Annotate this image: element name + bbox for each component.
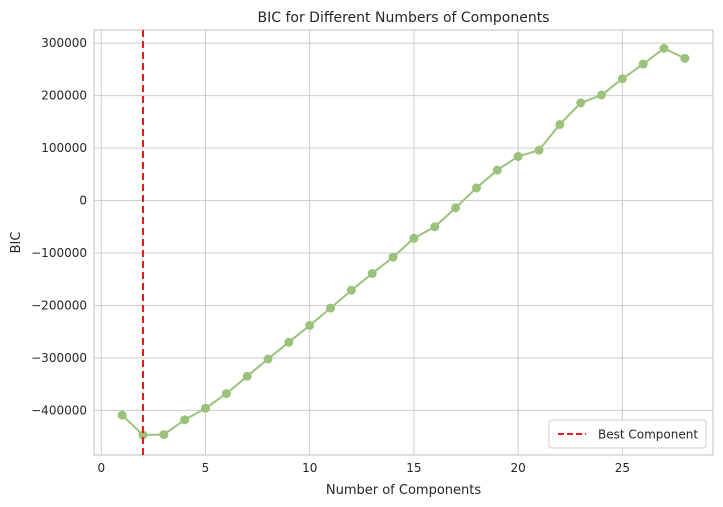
data-point: [284, 337, 294, 347]
plot-border: [93, 29, 714, 456]
y-tick-label: −200000: [31, 298, 87, 312]
data-point: [617, 74, 627, 84]
legend: Best Component: [548, 419, 707, 449]
x-tick-label: 0: [97, 461, 105, 475]
y-axis-label: BIC: [9, 232, 24, 254]
x-axis-label: Number of Components: [326, 483, 481, 498]
x-tick-label: 20: [510, 461, 525, 475]
legend-label-best-component: Best Component: [598, 428, 698, 442]
data-point: [451, 203, 461, 213]
data-point: [596, 90, 606, 100]
data-point: [471, 183, 481, 193]
plot-area: [94, 30, 713, 455]
y-tick-label: 100000: [41, 141, 87, 155]
chart-title: BIC for Different Numbers of Components: [258, 10, 550, 26]
data-point: [326, 303, 336, 313]
data-point: [555, 119, 565, 129]
data-point: [388, 252, 398, 262]
data-point: [513, 151, 523, 161]
data-point: [680, 53, 690, 63]
data-point: [117, 410, 127, 420]
data-point: [534, 145, 544, 155]
y-tick-label: 0: [79, 194, 87, 208]
x-tick-label: 5: [202, 461, 210, 475]
grid: [94, 30, 713, 455]
x-tick-label: 25: [615, 461, 630, 475]
legend-frame: [548, 419, 707, 449]
data-point: [346, 285, 356, 295]
x-tick-label: 10: [302, 461, 317, 475]
y-tick-label: −300000: [31, 351, 87, 365]
x-axis-ticks: 0 5 10 15 20 25: [97, 461, 630, 475]
y-tick-label: 200000: [41, 89, 87, 103]
series-line: [121, 47, 686, 437]
series-layer: [117, 43, 690, 440]
data-point: [201, 403, 211, 413]
data-point: [659, 43, 669, 53]
data-point: [492, 165, 502, 175]
data-point: [263, 354, 273, 364]
data-point: [180, 415, 190, 425]
data-point: [221, 389, 231, 399]
data-point: [638, 59, 648, 69]
x-tick-label: 15: [406, 461, 421, 475]
plot-frame: [93, 29, 714, 456]
data-point: [242, 371, 252, 381]
data-point: [138, 430, 148, 440]
data-point: [305, 320, 315, 330]
y-axis-ticks: −400000 −300000 −200000 −100000 0 100000 20000…: [31, 36, 87, 417]
data-point: [576, 98, 586, 108]
y-tick-label: −100000: [31, 246, 87, 260]
y-tick-label: 300000: [41, 36, 87, 50]
data-point: [159, 430, 169, 440]
data-point: [367, 268, 377, 278]
y-tick-label: −400000: [31, 403, 87, 417]
data-point: [430, 222, 440, 232]
data-point: [409, 233, 419, 243]
